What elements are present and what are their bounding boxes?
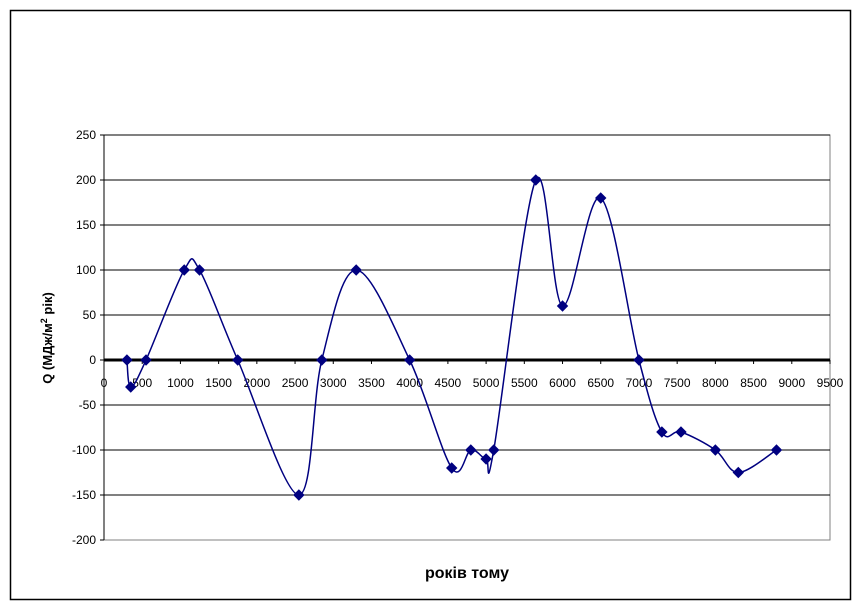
data-point-marker (293, 489, 305, 501)
y-tick-label: 0 (89, 353, 96, 367)
data-point-marker (465, 444, 477, 456)
x-tick-label: 9500 (817, 376, 844, 390)
x-tick-label: 7000 (626, 376, 653, 390)
y-tick-label: -150 (72, 488, 96, 502)
data-point-marker (140, 354, 152, 366)
data-point-marker (770, 444, 783, 456)
data-point-marker (316, 354, 328, 366)
data-point-marker (193, 264, 206, 276)
data-point-marker (350, 264, 362, 276)
x-tick-label: 4000 (396, 376, 423, 390)
data-point-marker (595, 192, 607, 204)
data-point-marker (675, 426, 687, 438)
y-tick-label: 50 (83, 308, 97, 322)
y-axis-title-main: Q (МДж/м (40, 323, 55, 384)
data-point-marker (446, 462, 458, 474)
data-point-marker (656, 426, 668, 438)
x-tick-label: 1000 (167, 376, 194, 390)
y-tick-labels: 250 200 150 100 50 0 -50 -100 -150 -200 (72, 128, 96, 547)
data-point-marker (530, 174, 542, 186)
x-tick-label: 3000 (320, 376, 347, 390)
data-point-marker (556, 300, 569, 312)
x-tick-label: 8000 (702, 376, 729, 390)
x-tick-label: 7500 (664, 376, 691, 390)
x-tick-label: 5000 (473, 376, 500, 390)
y-tick-label: -200 (72, 533, 96, 547)
x-tick-label: 5500 (511, 376, 538, 390)
data-point-marker (121, 354, 133, 366)
data-point-marker (125, 381, 137, 393)
y-tick-label: 100 (76, 263, 96, 277)
marker-layer (121, 174, 783, 501)
x-tick-label: 6500 (587, 376, 614, 390)
data-point-marker (488, 444, 500, 456)
x-tick-label: 3500 (358, 376, 385, 390)
x-tick-label: 1500 (205, 376, 232, 390)
x-tick-label: 9000 (778, 376, 805, 390)
axes (100, 134, 831, 541)
y-axis-title: Q (МДж/м2 рік) (39, 292, 55, 384)
y-tick-label: -100 (72, 443, 96, 457)
y-axis-title-tail: рік) (40, 292, 55, 318)
x-tick-label: 2000 (243, 376, 270, 390)
data-point-marker (178, 264, 190, 276)
y-tick-label: 150 (76, 218, 96, 232)
x-tick-label: 2500 (282, 376, 309, 390)
data-point-marker (732, 466, 745, 479)
plot-area (103, 134, 831, 541)
data-point-marker (709, 444, 722, 456)
x-tick-label: 8500 (740, 376, 767, 390)
x-tick-label: 0 (101, 376, 108, 390)
y-axis-title-sup: 2 (39, 318, 49, 323)
data-point-marker (232, 354, 244, 366)
data-point-marker (480, 453, 492, 465)
data-point-marker (633, 354, 645, 366)
y-tick-label: 200 (76, 173, 96, 187)
x-tick-label: 4500 (435, 376, 462, 390)
y-tick-label: 250 (76, 128, 96, 142)
x-tick-label: 6000 (549, 376, 576, 390)
y-tick-label: -50 (79, 398, 97, 412)
data-point-marker (403, 354, 416, 366)
x-axis-title: років тому (425, 565, 509, 582)
